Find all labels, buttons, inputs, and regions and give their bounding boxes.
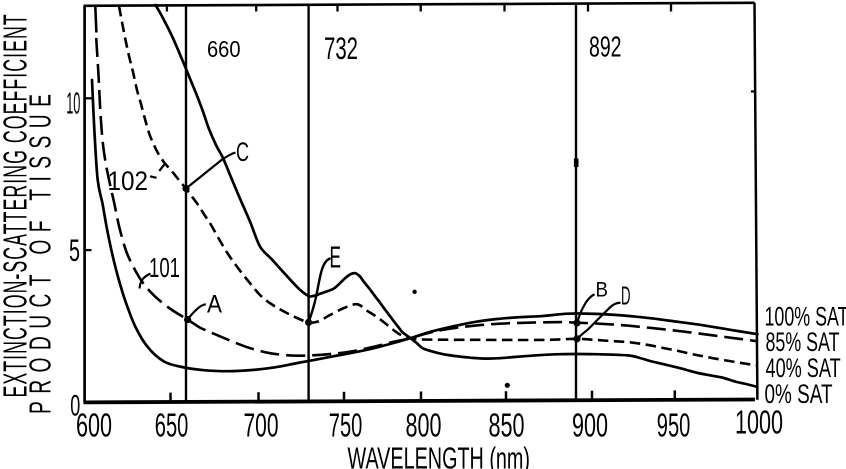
svg-text:102: 102 — [108, 166, 149, 196]
svg-text:650: 650 — [155, 407, 189, 444]
svg-text:0: 0 — [70, 390, 80, 423]
svg-text:732: 732 — [324, 30, 358, 66]
svg-text:700: 700 — [244, 407, 279, 444]
svg-text:750: 750 — [329, 407, 363, 444]
svg-text:40% SAT: 40% SAT — [766, 353, 841, 383]
svg-text:100% SAT: 100% SAT — [765, 302, 846, 332]
svg-text:600: 600 — [76, 407, 112, 444]
svg-text:D: D — [621, 281, 631, 311]
svg-text:892: 892 — [589, 31, 622, 63]
svg-text:0% SAT: 0% SAT — [765, 379, 833, 409]
svg-text:900: 900 — [572, 407, 608, 444]
svg-text:WAVELENGTH (nm): WAVELENGTH (nm) — [348, 441, 531, 469]
svg-text:PRODUCT OF TISSUE: PRODUCT OF TISSUE — [24, 94, 58, 414]
svg-text:A: A — [207, 291, 222, 319]
svg-text:950: 950 — [657, 407, 691, 444]
svg-text:E: E — [330, 240, 342, 275]
svg-text:850: 850 — [489, 407, 525, 444]
svg-text:5: 5 — [69, 232, 80, 268]
svg-text:10: 10 — [66, 87, 80, 121]
svg-text:C: C — [236, 137, 249, 167]
svg-text:800: 800 — [406, 407, 442, 444]
svg-text:B: B — [596, 278, 609, 301]
svg-text:EXTINCTION-SCATTERING COEFFICI: EXTINCTION-SCATTERING COEFFICIENT — [0, 14, 34, 397]
svg-text:85% SAT: 85% SAT — [766, 327, 840, 357]
svg-text:101: 101 — [149, 252, 180, 283]
svg-text:660: 660 — [207, 36, 241, 62]
svg-text:1000: 1000 — [735, 404, 783, 441]
